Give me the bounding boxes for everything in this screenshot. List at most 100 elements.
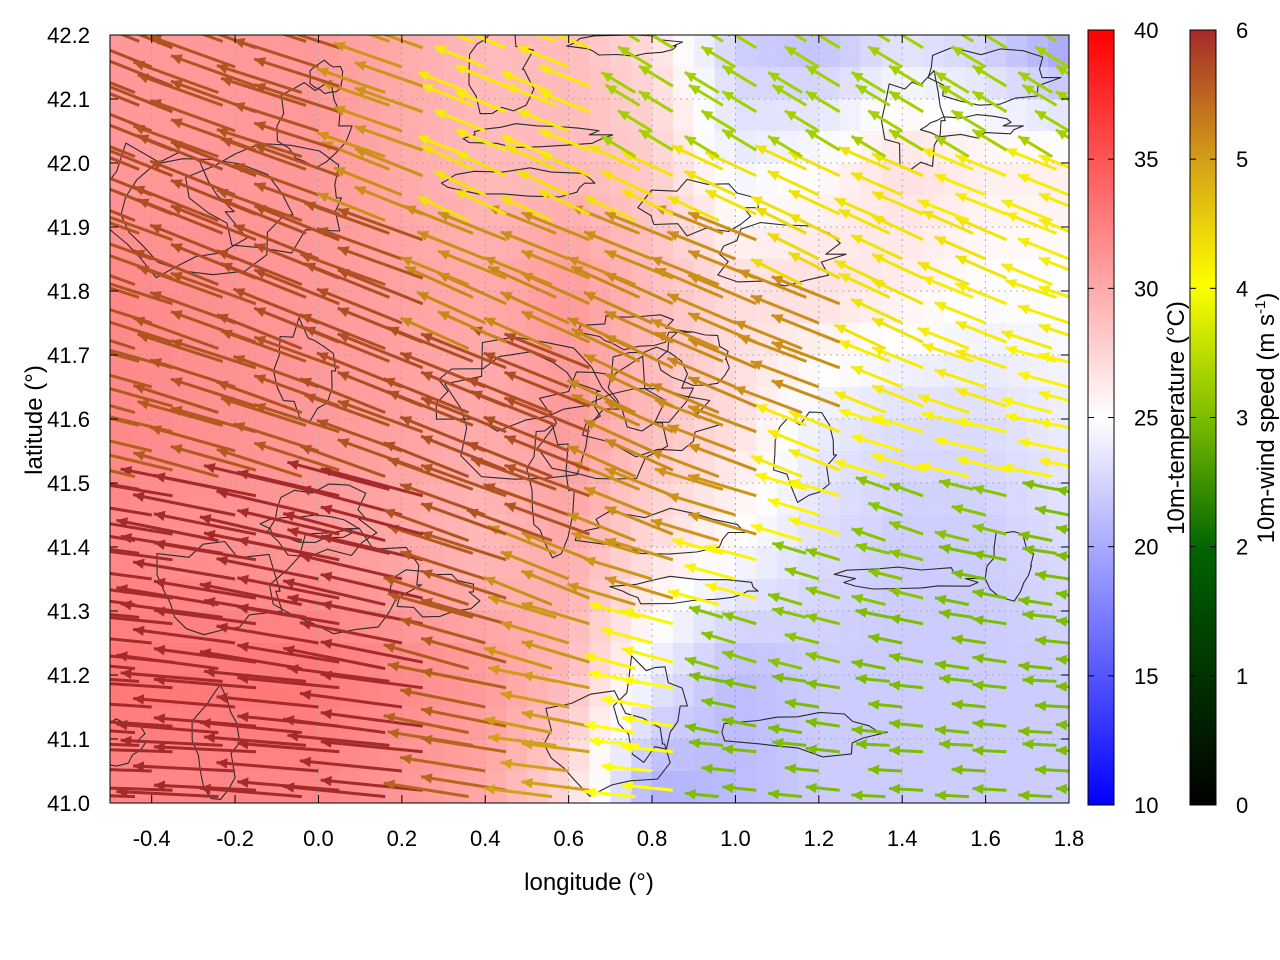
wind-arrow-shaft [119,35,140,43]
heatmap-cell [1006,451,1028,484]
heatmap-cell [943,707,966,740]
wind-arrow-head [689,21,701,31]
wind-arrow-head [571,394,584,404]
wind-arrow [583,486,653,517]
wind-arrow-head [204,667,216,678]
heatmap-cell [193,131,215,164]
wind-arrow-head [88,313,100,323]
wind-arrow [132,491,236,517]
wind-arrow [588,601,640,619]
wind-arrow-shaft [750,360,820,389]
wind-arrow-shaft [387,730,474,747]
wind-arrow-shaft [604,211,674,242]
heatmap-cell [506,291,528,324]
wind-arrow-shaft [553,35,591,50]
wind-arrow [834,459,886,479]
wind-arrow [650,449,720,479]
heatmap-cell [839,675,862,708]
wind-arrow [110,80,136,94]
wind-arrow-head [337,399,350,410]
wind-arrow [437,249,507,280]
wind-arrow-shaft [604,576,674,600]
wind-arrow-head [116,719,128,731]
wind-arrow [833,259,887,286]
wind-arrow-head [1035,764,1047,776]
wind-arrow-shaft [216,447,303,479]
wind-arrow [722,678,757,690]
wind-arrow-head [488,595,500,606]
wind-arrow-shaft [287,666,390,683]
wind-arrow-head [317,67,330,78]
heatmap-cell [255,675,278,708]
wind-arrow-head [120,735,132,747]
wind-arrow [650,256,720,286]
heatmap-cell [506,707,528,740]
wind-arrow [437,211,507,242]
wind-arrow-shaft [153,647,257,664]
wind-arrow-head [1038,193,1051,203]
wind-arrow-head [1035,46,1047,57]
wind-arrow-head [383,441,396,452]
wind-arrow-head [1018,437,1030,448]
heatmap-cell [443,35,466,68]
heatmap-cell [902,547,924,580]
y-tick-label: 41.9 [47,215,90,240]
heatmap-cell [631,131,653,164]
wind-arrow-shaft [237,676,340,690]
wind-arrow-head [788,252,801,263]
wind-arrow-head [354,125,367,135]
wind-arrow [354,86,424,114]
wind-arrow-head [300,444,313,455]
wind-arrow [721,64,758,88]
wind-arrow-head [133,185,146,196]
wind-arrow [1034,635,1069,646]
wind-arrow-shaft [420,332,507,370]
wind-arrow-shaft [500,291,570,325]
wind-arrow-shaft [110,92,140,107]
wind-arrow-head [150,358,162,369]
wind-arrow [584,652,636,671]
wind-arrow [871,384,924,408]
heatmap-cell [443,195,466,228]
heatmap-cell [255,547,278,580]
wind-arrow-head [604,506,617,516]
heatmap-cell [839,163,862,196]
wind-arrow [688,737,724,749]
wind-arrow-shaft [299,252,386,287]
wind-arrow [921,147,974,171]
wind-arrow-shaft [287,595,390,619]
heatmap-cell [526,387,549,420]
heatmap-cell [381,483,403,516]
wind-arrow [804,128,841,152]
wind-arrow-shaft [604,505,674,536]
wind-arrow-head [170,179,183,190]
wind-arrow-head [50,186,62,196]
wind-arrow-shaft [110,187,174,216]
wind-arrow [110,682,173,690]
wind-arrow-shaft [132,560,236,581]
wind-arrow [850,233,903,261]
wind-arrow-head [237,711,249,723]
wind-arrow-head [254,269,267,279]
wind-arrow-head [621,646,634,657]
wind-arrow [570,265,641,299]
wind-arrow-head [387,728,400,739]
heatmap-cell [714,547,737,580]
heatmap-cell [297,35,320,68]
wind-arrow-shaft [110,599,136,607]
heatmap-cell [881,771,903,803]
heatmap-cell [839,771,862,803]
wind-arrow-head [722,744,734,755]
wind-arrow [110,469,136,479]
heatmap-cell [964,67,987,100]
wind-arrow-shaft [771,379,841,408]
wind-arrow [216,622,319,645]
wind-arrow [404,265,474,299]
wind-arrow-head [170,243,183,254]
wind-arrow-head [1055,783,1067,795]
wind-arrow [299,689,403,709]
wind-arrow [337,332,424,370]
wind-arrow-shaft [503,434,591,472]
wind-arrow-shaft [116,518,219,543]
wind-arrow-head [684,722,697,733]
